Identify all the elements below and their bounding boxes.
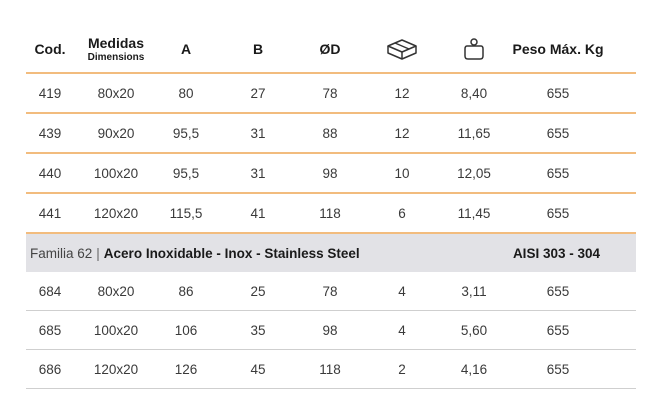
header-cod: Cod. xyxy=(34,41,66,57)
cell-b: 35 xyxy=(250,322,266,338)
cell-a: 95,5 xyxy=(172,165,200,181)
family-grade: AISI 303 - 304 xyxy=(512,245,600,261)
cell-b: 31 xyxy=(250,125,266,141)
family-description: Acero Inoxidable - Inox - Stainless Stee… xyxy=(103,245,360,261)
cell-peso: 655 xyxy=(546,165,570,181)
cell-od: 88 xyxy=(322,125,338,141)
cell-peso: 655 xyxy=(546,361,570,377)
cell-od: 118 xyxy=(319,205,341,221)
family-section-header: Familia 62 | Acero Inoxidable - Inox - S… xyxy=(26,234,636,272)
cell-qty: 4 xyxy=(398,322,406,338)
table-row: 440 100x20 95,5 31 98 10 12,05 655 xyxy=(26,154,636,194)
family-name: Familia 62 xyxy=(30,245,93,261)
cell-medidas: 80x20 xyxy=(97,283,135,299)
header-a: A xyxy=(180,41,192,57)
cell-peso: 655 xyxy=(546,125,570,141)
table-row: 439 90x20 95,5 31 88 12 11,65 655 xyxy=(26,114,636,154)
cell-a: 126 xyxy=(174,361,198,377)
cell-peso: 655 xyxy=(546,85,570,101)
cell-peso: 655 xyxy=(546,283,570,299)
cell-od: 98 xyxy=(322,165,338,181)
table-row: 686 120x20 126 45 118 2 4,16 655 xyxy=(26,350,636,389)
header-peso: Peso Máx. Kg xyxy=(512,41,604,57)
cell-b: 27 xyxy=(250,85,266,101)
cell-od: 98 xyxy=(322,322,338,338)
cell-cod: 440 xyxy=(38,165,62,181)
cell-medidas: 120x20 xyxy=(93,205,139,221)
cell-peso: 655 xyxy=(546,322,570,338)
cell-medidas: 80x20 xyxy=(97,85,135,101)
cell-peso: 655 xyxy=(546,205,570,221)
cell-qty: 12 xyxy=(394,85,410,101)
cell-b: 41 xyxy=(250,205,266,221)
cell-a: 86 xyxy=(178,283,194,299)
cell-b: 45 xyxy=(250,361,266,377)
cell-qty: 6 xyxy=(398,205,406,221)
cell-qty: 2 xyxy=(398,361,406,377)
cell-weight: 4,16 xyxy=(460,361,488,377)
weight-icon xyxy=(463,26,485,72)
cell-weight: 11,65 xyxy=(457,125,491,141)
cell-weight: 12,05 xyxy=(457,165,491,181)
cell-od: 118 xyxy=(319,361,341,377)
cell-a: 115,5 xyxy=(169,205,203,221)
header-b: B xyxy=(252,41,264,57)
cell-qty: 10 xyxy=(394,165,410,181)
product-table: Cod. Medidas Dimensions A B ØD Peso Máx.… xyxy=(26,26,636,389)
cell-medidas: 100x20 xyxy=(93,322,139,338)
cell-medidas: 120x20 xyxy=(93,361,139,377)
cell-weight: 11,45 xyxy=(457,205,491,221)
cell-medidas: 100x20 xyxy=(93,165,139,181)
table-row: 441 120x20 115,5 41 118 6 11,45 655 xyxy=(26,194,636,234)
cell-od: 78 xyxy=(322,283,338,299)
cell-cod: 439 xyxy=(38,125,62,141)
cell-qty: 4 xyxy=(398,283,406,299)
cell-weight: 5,60 xyxy=(460,322,488,338)
cell-b: 25 xyxy=(250,283,266,299)
family-separator: | xyxy=(96,245,100,261)
cell-cod: 441 xyxy=(38,205,62,221)
cell-weight: 8,40 xyxy=(460,85,488,101)
cell-a: 106 xyxy=(174,322,198,338)
cell-qty: 12 xyxy=(394,125,410,141)
cell-a: 95,5 xyxy=(172,125,200,141)
table-row: 685 100x20 106 35 98 4 5,60 655 xyxy=(26,311,636,350)
cell-a: 80 xyxy=(178,85,194,101)
cell-medidas: 90x20 xyxy=(97,125,135,141)
cell-cod: 419 xyxy=(38,85,62,101)
box-icon xyxy=(386,26,418,72)
cell-b: 31 xyxy=(250,165,266,181)
cell-cod: 684 xyxy=(38,283,62,299)
cell-od: 78 xyxy=(322,85,338,101)
header-od: ØD xyxy=(319,41,341,57)
cell-cod: 686 xyxy=(38,361,62,377)
cell-weight: 3,11 xyxy=(461,283,487,299)
table-header: Cod. Medidas Dimensions A B ØD Peso Máx.… xyxy=(26,26,636,74)
group-1-rows: 419 80x20 80 27 78 12 8,40 655 439 90x20… xyxy=(26,74,636,234)
cell-cod: 685 xyxy=(38,322,62,338)
table-row: 684 80x20 86 25 78 4 3,11 655 xyxy=(26,272,636,311)
group-2-rows: 684 80x20 86 25 78 4 3,11 655 685 100x20… xyxy=(26,272,636,389)
table-row: 419 80x20 80 27 78 12 8,40 655 xyxy=(26,74,636,114)
header-medidas: Medidas Dimensions xyxy=(87,35,145,63)
